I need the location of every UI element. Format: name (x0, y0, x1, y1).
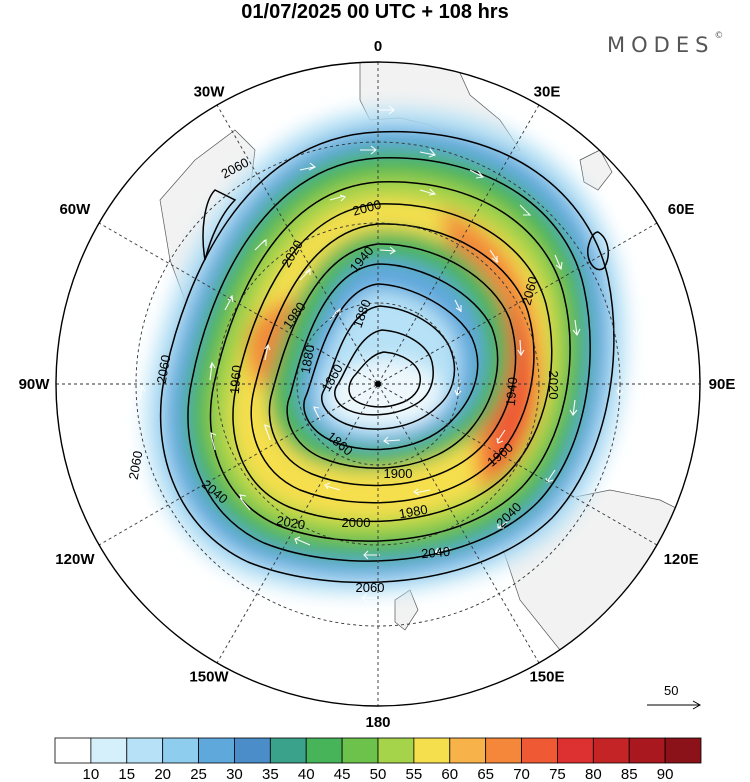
vector-scale-arrow (647, 700, 702, 710)
colorbar-tick-label: 30 (226, 766, 243, 782)
colorbar-box (485, 737, 522, 764)
contour-label: 2040 (421, 544, 451, 561)
colorbar-tick-label: 90 (657, 766, 674, 782)
contour-label: 2060 (126, 450, 146, 481)
colorbar-box (126, 737, 164, 764)
colorbar-labels: 10 15 20 25 30 35 40 45 50 55 60 65 70 75 80 85 90 (83, 766, 674, 782)
longitude-label: 90W (19, 376, 51, 393)
contour-label: 2060 (519, 275, 541, 307)
contour-label: 1960 (227, 365, 244, 395)
longitude-label: 150W (189, 669, 229, 686)
colorbar-tick-label: 20 (154, 766, 171, 782)
colorbar-box (234, 737, 271, 764)
longitude-label: 0 (374, 38, 382, 55)
colorbar-box (557, 737, 594, 764)
colorbar-tick-label: 25 (190, 766, 207, 782)
colorbar-tick-label: 50 (370, 766, 387, 782)
colorbar-box (521, 737, 558, 764)
modes-logo: MODES© (607, 31, 724, 57)
colorbar-tick-label: 55 (406, 766, 423, 782)
colorbar-box (449, 737, 487, 764)
colorbar-tick-label: 70 (513, 766, 530, 782)
colorbar-tick-label: 15 (118, 766, 135, 782)
longitude-label: 60W (59, 201, 91, 218)
contour-label: 1940 (503, 377, 520, 407)
new-zealand-land (394, 589, 419, 631)
longitude-label: 180 (365, 714, 390, 730)
colorbar-tick-label: 10 (83, 766, 100, 782)
longitude-label: 120E (664, 551, 699, 568)
colorbar-box (341, 737, 379, 764)
wind-vectors (139, 105, 624, 603)
contour-label: 2020 (275, 513, 306, 533)
longitude-label: 30E (534, 83, 561, 100)
colorbar-tick-label: 75 (549, 766, 566, 782)
south-pole-marker (375, 381, 381, 387)
contour-label: 2000 (342, 515, 371, 530)
contour-label: 2020 (546, 371, 561, 400)
colorbar-box (628, 737, 666, 764)
colorbar-box (269, 737, 307, 764)
copyright-mark: © (714, 31, 724, 41)
longitude-label: 30W (194, 83, 226, 100)
colorbar-tick-label: 85 (621, 766, 638, 782)
longitude-label: 120W (55, 551, 95, 568)
longitude-label: 60E (668, 201, 695, 218)
longitude-labels: 0 30E 60E 90E 120E 150E 180 150W 120W 90W 60W 30W (19, 38, 736, 730)
colorbar-box (592, 737, 630, 764)
vector-scale-label: 50 (664, 683, 679, 698)
contour-label: 2060 (356, 580, 385, 595)
contour-label: 1880 (298, 344, 318, 375)
contour-label: 1900 (384, 466, 413, 481)
map-disc (56, 62, 700, 706)
colorbar-tick-label: 45 (334, 766, 351, 782)
map-title: 01/07/2025 00 UTC + 108 hrs (241, 1, 509, 23)
colorbar-box (413, 737, 451, 764)
colorbar-tick-label: 60 (441, 766, 458, 782)
contour-label: 1980 (398, 502, 429, 522)
colorbar-tick-label: 80 (585, 766, 602, 782)
longitude-label: 150E (529, 669, 564, 686)
colorbar-box (664, 737, 702, 764)
contour-label: 2000 (351, 197, 383, 219)
map-boundary (55, 61, 701, 707)
colorbar-tick-label: 35 (262, 766, 279, 782)
colorbar-box (377, 737, 415, 764)
longitude-label: 90E (709, 376, 736, 393)
colorbar-box (305, 737, 343, 764)
colorbar-box (90, 737, 128, 764)
colorbar-tick-label: 40 (298, 766, 315, 782)
colorbar-box (162, 737, 199, 764)
graticule (56, 62, 700, 706)
height-contours (159, 130, 615, 584)
colorbar-boxes (54, 737, 702, 764)
contour-label: 2060 (154, 354, 174, 385)
colorbar-box (54, 737, 92, 764)
colorbar-box (198, 737, 235, 764)
colorbar-tick-label: 65 (477, 766, 494, 782)
madagascar-land (579, 149, 613, 191)
brand-name: MODES (607, 33, 715, 57)
